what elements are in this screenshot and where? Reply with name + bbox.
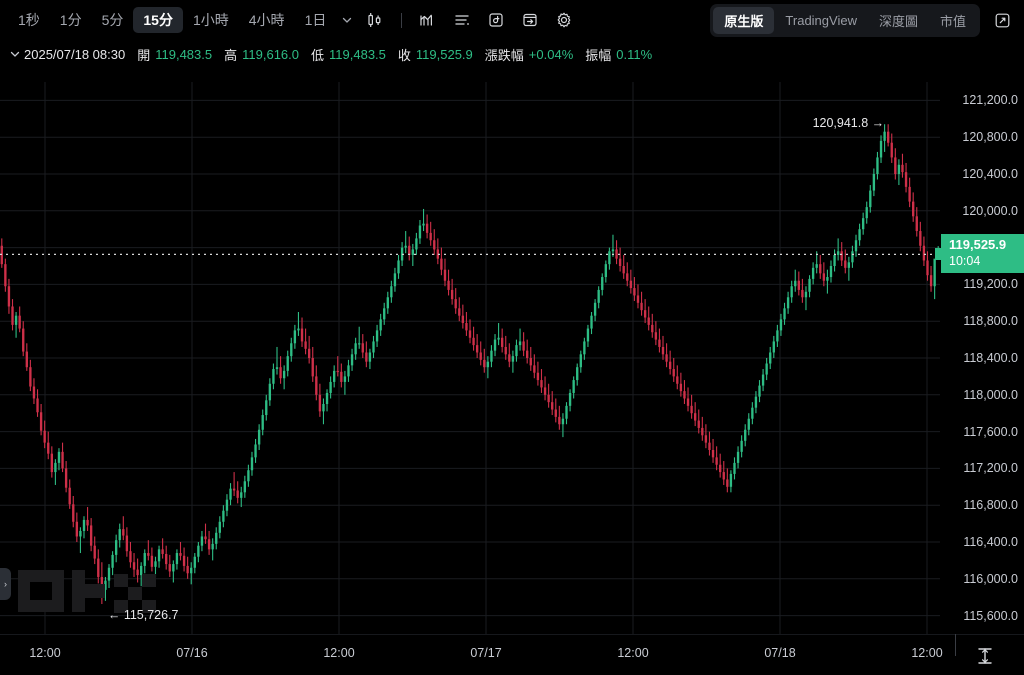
price-axis-tick: 116,800.0	[963, 498, 1018, 513]
timeframe-1s[interactable]: 1秒	[18, 12, 40, 28]
legend-change-label: 漲跌幅	[484, 47, 524, 63]
period-low-annotation: ← 115,726.7	[107, 608, 179, 622]
current-price-time: 10:04	[949, 253, 981, 268]
fullscreen-icon[interactable]	[988, 7, 1016, 33]
legend-close-value: 119,525.9	[415, 46, 473, 62]
price-badge-notch	[935, 248, 942, 261]
candlestick-type-icon[interactable]	[362, 7, 388, 33]
time-axis-tick: 07/17	[470, 646, 502, 660]
period-high-annotation: 120,941.8 →	[812, 116, 885, 131]
chart-list-icon[interactable]	[449, 7, 475, 33]
view-mode-tradingview[interactable]: TradingView	[785, 12, 857, 28]
legend-low-value: 119,483.5	[329, 46, 386, 62]
current-price-value: 119,525.9	[949, 237, 1007, 253]
indicators-icon[interactable]	[415, 7, 441, 33]
legend-open-label: 開	[137, 47, 151, 63]
legend-amplitude-value: 0.11%	[616, 46, 653, 62]
legend-change-value: +0.04%	[528, 46, 574, 62]
view-mode-segmented-control: 原生版 TradingView 深度圖 市值	[710, 3, 980, 37]
price-axis-tick: 118,000.0	[963, 387, 1018, 402]
chart-canvas	[0, 82, 940, 634]
timeframe-4h[interactable]: 4小時	[248, 12, 285, 28]
chevron-down-icon[interactable]	[336, 9, 358, 31]
price-axis-tick: 120,400.0	[962, 167, 1018, 181]
current-price-badge[interactable]: 119,525.9 10:04	[941, 234, 1024, 274]
ohlc-legend: 2025/07/18 08:30 開 119,483.5 高 119,616.0…	[0, 40, 1024, 68]
view-mode-depth[interactable]: 深度圖	[878, 13, 918, 29]
price-axis-tick: 117,600.0	[963, 424, 1018, 439]
time-axis[interactable]: 12:00 07/16 12:00 07/17 12:00 07/18 12:00	[0, 634, 1024, 675]
time-axis-tick: 07/16	[176, 646, 208, 660]
view-mode-marketcap[interactable]: 市值	[939, 13, 966, 29]
toolbar-divider	[401, 12, 403, 28]
time-axis-tick: 12:00	[911, 646, 943, 660]
legend-datetime: 2025/07/18 08:30	[24, 46, 126, 62]
crosshair-cursor-icon[interactable]	[974, 646, 998, 666]
time-axis-tick: 12:00	[323, 646, 355, 660]
price-axis-tick: 121,200.0	[962, 93, 1018, 108]
view-mode-native[interactable]: 原生版	[713, 6, 775, 34]
legend-collapse-chevron-icon[interactable]	[6, 48, 24, 60]
price-axis-tick: 120,800.0	[962, 130, 1018, 145]
price-axis-tick: 118,400.0	[963, 351, 1018, 365]
price-axis-tick: 117,200.0	[963, 461, 1018, 476]
snapshot-icon[interactable]	[517, 7, 543, 33]
price-axis-tick: 119,200.0	[963, 277, 1018, 292]
view-mode-group: 原生版 TradingView 深度圖 市值	[710, 3, 1024, 37]
settings-gear-icon[interactable]	[551, 7, 577, 33]
okx-watermark	[18, 560, 168, 625]
timeframe-group: 1秒 1分 5分 15分 1小時 4小時 1日	[0, 7, 358, 33]
drawing-tool-icon[interactable]	[483, 7, 509, 33]
axis-separator	[955, 634, 956, 656]
price-axis[interactable]: 121,200.0 120,800.0 120,400.0 120,000.0 119,…	[940, 82, 1024, 634]
legend-high-label: 高	[224, 47, 238, 63]
sidebar-expand-handle[interactable]: ›	[0, 568, 11, 600]
time-axis-tick: 12:00	[29, 646, 61, 660]
legend-close-label: 收	[397, 47, 411, 63]
timeframe-1h[interactable]: 1小時	[192, 12, 229, 28]
legend-open-value: 119,483.5	[155, 46, 213, 62]
legend-low-label: 低	[311, 47, 325, 63]
price-axis-tick: 120,000.0	[962, 203, 1018, 218]
legend-amplitude-label: 振幅	[585, 47, 612, 63]
time-axis-tick: 07/18	[764, 646, 796, 660]
timeframe-1d[interactable]: 1日	[304, 12, 327, 28]
legend-high-value: 119,616.0	[242, 46, 299, 62]
price-axis-tick: 116,400.0	[963, 535, 1018, 549]
chart-toolbar: 1秒 1分 5分 15分 1小時 4小時 1日	[0, 0, 1024, 40]
price-axis-tick: 116,000.0	[963, 571, 1018, 586]
timeframe-15m[interactable]: 15分	[133, 7, 183, 33]
timeframe-5m[interactable]: 5分	[101, 12, 124, 28]
candlestick-chart-plot[interactable]	[0, 82, 940, 634]
timeframe-1m[interactable]: 1分	[59, 12, 82, 28]
price-axis-tick: 118,800.0	[963, 314, 1018, 329]
time-axis-tick: 12:00	[617, 646, 649, 660]
price-axis-tick: 115,600.0	[963, 608, 1018, 623]
